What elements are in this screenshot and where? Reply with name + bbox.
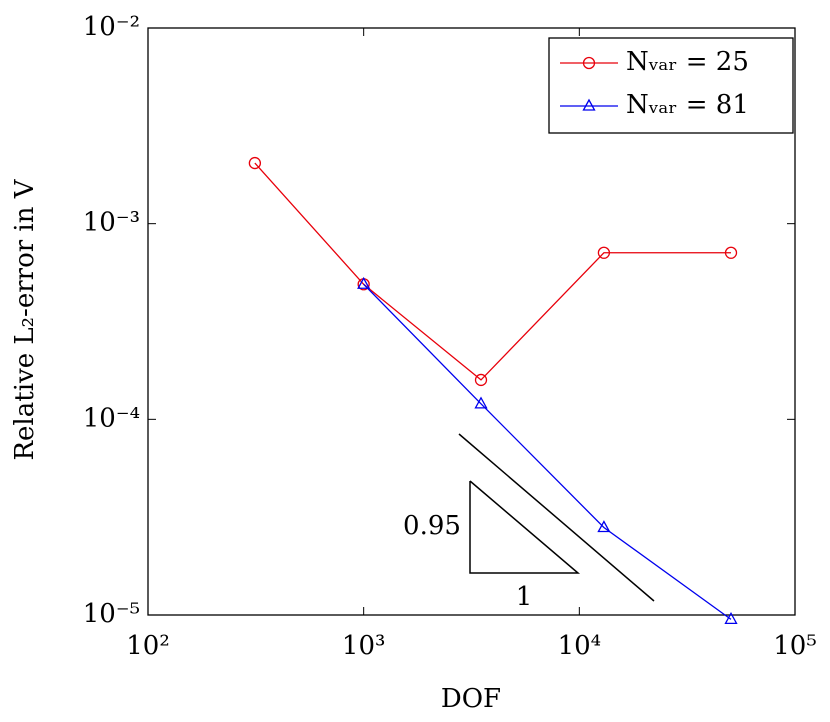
marker xyxy=(582,98,596,111)
marker xyxy=(724,612,738,625)
marker xyxy=(357,276,371,289)
plot-frame xyxy=(147,27,796,616)
series-line xyxy=(363,283,732,620)
x-axis-label: DOF xyxy=(441,684,501,714)
x-tick-label: 10³ xyxy=(342,631,386,661)
marker xyxy=(597,520,611,533)
x-tick-label: 10² xyxy=(126,631,170,661)
y-axis-label: Relative L₂-error in V xyxy=(10,178,40,460)
marker xyxy=(597,246,611,259)
legend-box xyxy=(548,37,794,134)
marker xyxy=(248,156,262,170)
x-tick-label: 10⁴ xyxy=(558,631,602,661)
marker xyxy=(474,373,488,387)
slope-label: 0.95 xyxy=(403,511,461,541)
run-label: 1 xyxy=(516,582,533,612)
slope-triangle xyxy=(469,480,581,574)
x-tick-label: 10⁵ xyxy=(773,631,817,661)
y-tick-label: 10⁻³ xyxy=(83,208,140,238)
y-tick-label: 10⁻⁵ xyxy=(83,599,140,629)
legend-label: Nᵥₐᵣ = 81 xyxy=(626,90,749,120)
marker xyxy=(724,246,738,259)
y-tick-label: 10⁻² xyxy=(83,12,140,42)
marker xyxy=(474,396,488,409)
slope-line xyxy=(458,433,655,602)
y-tick-label: 10⁻⁴ xyxy=(83,403,140,433)
series-line xyxy=(254,162,732,381)
legend-label: Nᵥₐᵣ = 25 xyxy=(626,47,749,77)
marker xyxy=(582,56,596,70)
